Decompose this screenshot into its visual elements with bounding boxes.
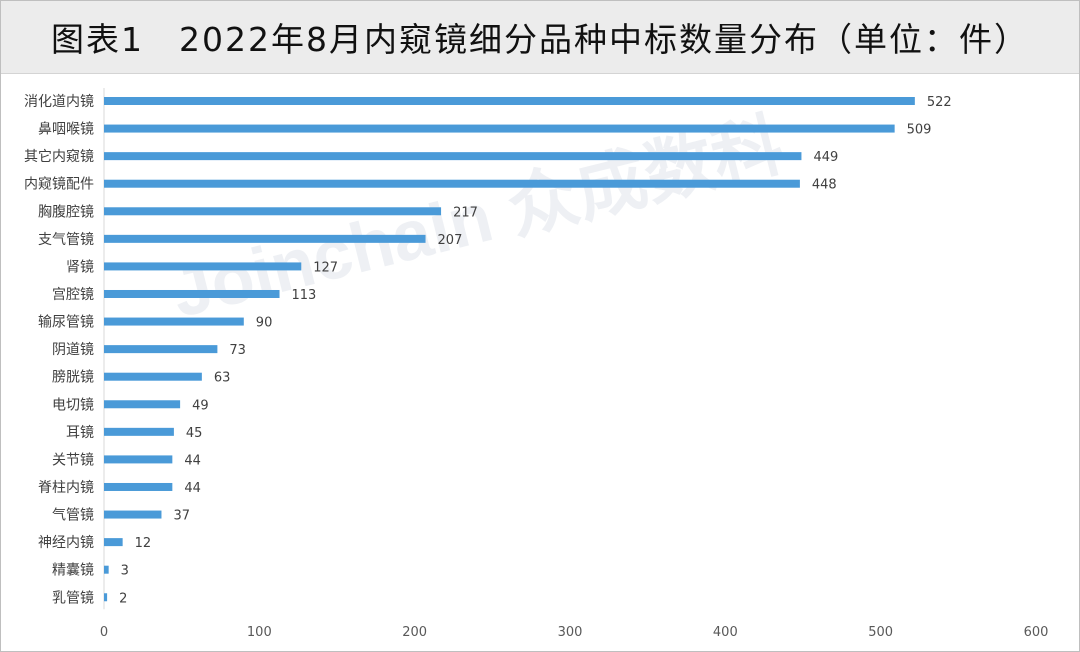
category-label: 内窥镜配件 [24,176,94,193]
data-label: 44 [184,481,201,496]
category-label: 支气管镜 [38,232,94,248]
category-label: 精囊镜 [52,562,94,579]
x-tick-label: 600 [1024,625,1049,640]
data-label: 113 [292,288,317,303]
bar [104,565,109,574]
category-label: 阴道镜 [52,342,94,358]
bar [104,317,244,326]
bar [104,262,302,271]
category-label: 神经内镜 [38,535,94,551]
bar [104,427,174,436]
bar [104,400,181,409]
bar [104,345,218,354]
bar [104,482,173,491]
bar [104,372,202,381]
category-label: 其它内窥镜 [24,148,94,165]
category-label: 输尿管镜 [38,315,94,331]
category-label: 关节镜 [52,452,94,468]
category-label: 胸腹腔镜 [38,203,94,220]
category-label: 电切镜 [52,397,94,413]
category-label: 气管镜 [52,508,94,524]
data-label: 127 [313,260,338,275]
bar [104,124,895,133]
category-label: 肾镜 [66,259,94,275]
x-tick-label: 300 [558,625,583,640]
bar [104,289,280,298]
category-label: 鼻咽喉镜 [38,121,94,138]
x-tick-label: 100 [247,625,272,640]
data-label: 449 [813,150,838,165]
data-label: 44 [184,453,201,468]
bar [104,455,173,464]
data-label: 90 [256,316,273,331]
bar [104,207,442,216]
data-label: 217 [453,205,478,220]
category-label: 乳管镜 [52,590,94,606]
category-label: 耳镜 [66,425,94,441]
bar [104,97,915,105]
data-label: 63 [214,371,231,386]
bar [104,510,162,519]
data-label: 37 [173,509,190,524]
category-label: 消化道内镜 [24,94,94,110]
data-label: 509 [907,123,932,138]
x-tick-label: 200 [402,625,427,640]
bar [104,234,426,243]
data-label: 73 [229,343,246,358]
category-label: 脊柱内镜 [38,480,94,496]
data-label: 207 [438,233,463,248]
data-label: 522 [927,95,952,110]
bar [104,179,800,188]
x-tick-label: 500 [868,625,893,640]
bar [104,152,802,161]
data-label: 448 [812,178,837,193]
bar [104,538,123,547]
chart-title: 图表1 2022年8月内窥镜细分品种中标数量分布（单位：件） [51,20,1029,59]
category-label: 膀胱镜 [52,369,94,386]
bar [104,593,108,602]
data-label: 2 [119,591,127,606]
title-bar: 图表1 2022年8月内窥镜细分品种中标数量分布（单位：件） [1,1,1079,74]
data-label: 49 [192,398,209,413]
data-label: 45 [186,426,203,441]
category-label: 宫腔镜 [52,287,94,303]
data-label: 12 [135,536,152,551]
x-tick-label: 0 [100,625,108,640]
x-tick-label: 400 [713,625,738,640]
data-label: 3 [121,564,129,579]
